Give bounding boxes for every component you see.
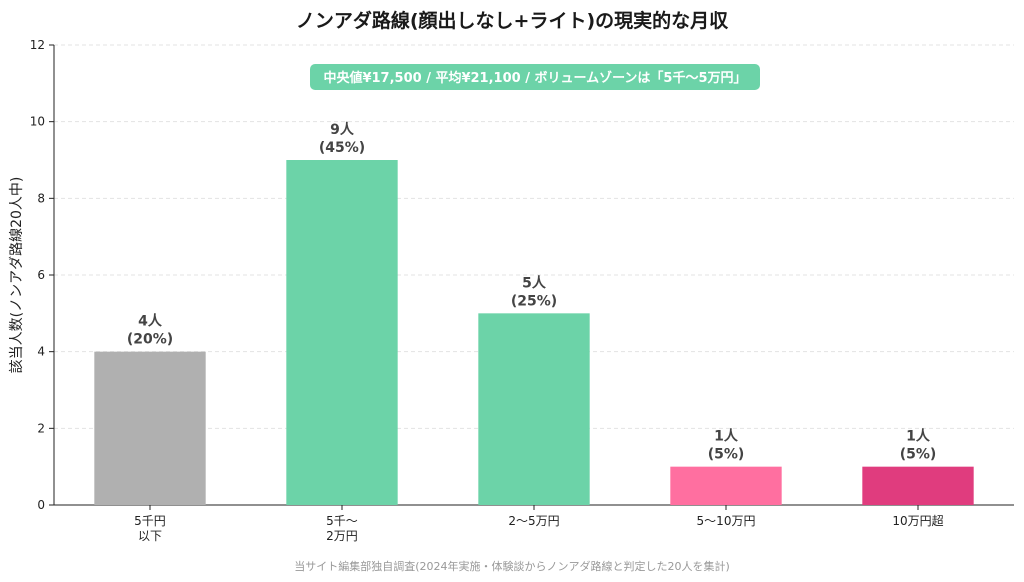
y-tick-label: 10: [30, 115, 45, 129]
data-label: 9人: [330, 121, 355, 138]
x-tick-label: 以下: [138, 529, 162, 543]
data-label: (20%): [127, 332, 173, 348]
data-label: 4人: [138, 313, 163, 330]
x-tick-label: 5千円: [134, 514, 166, 528]
x-tick-label: 2万円: [326, 529, 358, 543]
y-tick-label: 4: [37, 345, 45, 359]
data-label: 5人: [522, 274, 547, 291]
x-tick-label: 2〜5万円: [508, 514, 559, 528]
y-axis-label: 該当人数(ノンアダ路線20人中): [9, 177, 25, 374]
annotation-text: 中央値¥17,500 / 平均¥21,100 / ボリュームゾーンは「5千〜5万…: [323, 70, 746, 86]
data-label: (45%): [319, 140, 365, 156]
bar: [478, 313, 590, 505]
x-tick-label: 10万円超: [892, 513, 943, 528]
annotation-box: [310, 64, 760, 90]
annotation: 中央値¥17,500 / 平均¥21,100 / ボリュームゾーンは「5千〜5万…: [310, 64, 760, 90]
data-label: (5%): [900, 447, 937, 463]
bar: [862, 466, 974, 505]
y-tick-label: 0: [37, 498, 45, 512]
data-label: 1人: [714, 428, 739, 445]
y-tick-label: 8: [37, 191, 45, 205]
bar: [286, 160, 398, 505]
data-label: (25%): [511, 293, 557, 309]
y-tick-label: 2: [37, 421, 45, 435]
chart-title: ノンアダ路線(顔出しなし+ライト)の現実的な月収: [295, 10, 729, 32]
y-tick-label: 6: [37, 268, 45, 282]
x-tick-label: 5〜10万円: [697, 514, 756, 528]
data-labels: 4人 (20%) 9人 (45%) 5人 (25%) 1人 (5%) 1人 (5%): [127, 121, 936, 463]
bars: [94, 160, 974, 505]
data-label: (5%): [708, 447, 745, 463]
data-label: 1人: [906, 428, 931, 445]
bar: [670, 466, 782, 505]
source-note: 当サイト編集部独自調査(2024年実施・体験談からノンアダ路線と判定した20人を…: [294, 560, 730, 573]
x-tick-label: 5千〜: [326, 514, 358, 528]
bar: [94, 351, 206, 505]
y-tick-label: 12: [30, 38, 45, 52]
